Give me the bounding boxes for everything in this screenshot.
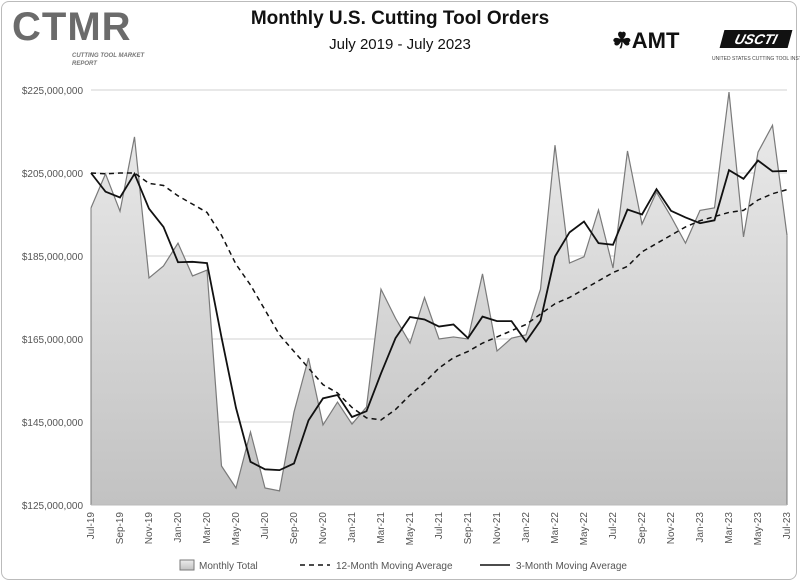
legend-label-monthly-total: Monthly Total [199, 561, 258, 572]
y-tick-label: $145,000,000 [22, 418, 84, 429]
y-tick-label: $225,000,000 [22, 86, 84, 97]
ctmr-logo-text: CTMR [12, 5, 132, 49]
amt-logo: ☘AMT [612, 28, 708, 54]
x-tick-label: Nov-19 [144, 512, 155, 545]
x-tick-label: Nov-22 [666, 512, 677, 545]
monthly-total-line [90, 92, 788, 492]
chart-title: Monthly U.S. Cutting Tool Orders [250, 8, 550, 29]
ctmr-logo-subtext: CUTTING TOOL MARKET REPORT [72, 53, 145, 67]
monthly-total-area [91, 92, 787, 505]
x-tick-label: Sep-22 [637, 512, 648, 545]
12-month-ma-line [90, 172, 788, 421]
x-tick-label: Jul-21 [434, 512, 445, 540]
amt-logo-text: AMT [631, 28, 680, 53]
x-tick-label: Jul-19 [86, 512, 97, 540]
legend-label-3-month-ma: 3-Month Moving Average [516, 561, 627, 572]
y-tick-label: $185,000,000 [22, 252, 84, 263]
x-tick-label: Sep-19 [115, 512, 126, 545]
x-tick-label: Nov-21 [492, 512, 503, 545]
chart-subtitle: July 2019 - July 2023 [329, 36, 471, 53]
x-tick-label: May-22 [579, 512, 590, 546]
x-tick-label: Jan-21 [347, 512, 358, 543]
x-tick-label: May-23 [753, 512, 764, 546]
x-tick-label: Mar-23 [724, 512, 735, 544]
legend-label-12-month-ma: 12-Month Moving Average [336, 561, 453, 572]
3-month-ma-line [90, 159, 788, 472]
y-tick-label: $165,000,000 [22, 335, 84, 346]
x-tick-label: Mar-22 [550, 512, 561, 544]
x-tick-label: May-21 [405, 512, 416, 546]
x-tick-label: Jul-22 [608, 512, 619, 540]
x-tick-label: Jul-23 [782, 512, 793, 540]
x-tick-label: Mar-21 [376, 512, 387, 544]
x-tick-label: May-20 [231, 512, 242, 546]
x-tick-label: Sep-20 [289, 512, 300, 545]
amt-trefoil-icon: ☘ [612, 28, 632, 53]
x-tick-label: Jan-22 [521, 512, 532, 543]
x-tick-label: Mar-20 [202, 512, 213, 544]
y-tick-label: $205,000,000 [22, 169, 84, 180]
x-tick-label: Sep-21 [463, 512, 474, 545]
uscti-logo-subtext: UNITED STATES CUTTING TOOL INSTITUTE [712, 56, 800, 62]
x-tick-label: Jan-20 [173, 512, 184, 543]
legend: Monthly Total 12-Month Moving Average 3-… [179, 559, 627, 572]
y-tick-label: $125,000,000 [22, 501, 84, 512]
x-tick-label: Jul-20 [260, 512, 271, 540]
legend-swatch-monthly-total [179, 559, 195, 571]
ctmr-logo: CTMR CUTTING TOOL MARKET REPORT [12, 6, 162, 68]
x-tick-label: Nov-20 [318, 512, 329, 545]
x-tick-label: Jan-23 [695, 512, 706, 543]
